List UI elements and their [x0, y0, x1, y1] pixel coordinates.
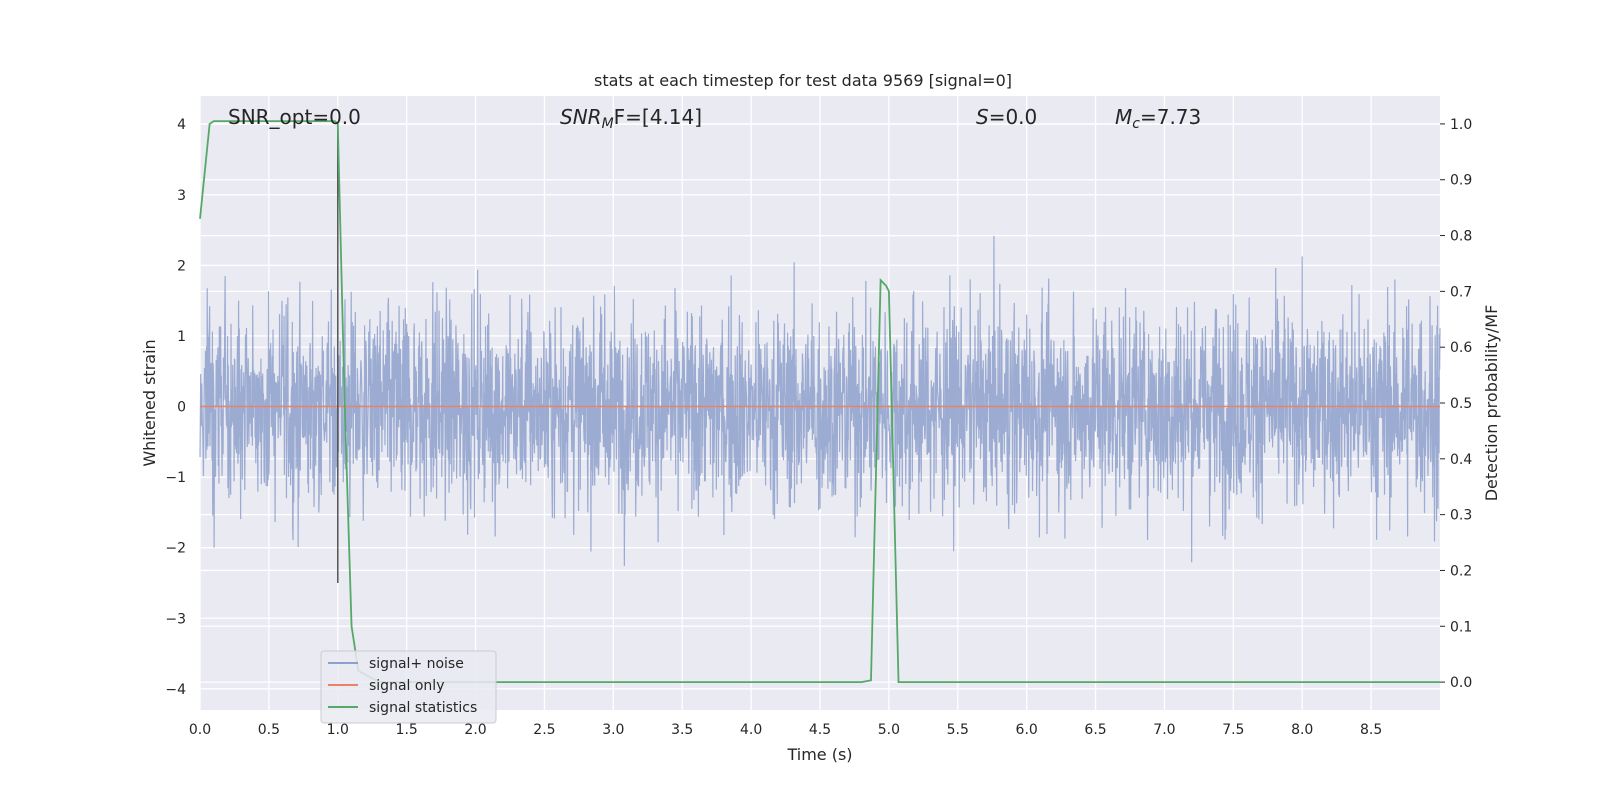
series-line-signal-statistics [199, 120, 1440, 683]
x-tick-label: 7.0 [1153, 722, 1175, 738]
legend: signal+ noise signal only signal statist… [320, 650, 497, 724]
y2-tick-label: 0.5 [1450, 396, 1472, 412]
x-tick-label: 8.5 [1360, 722, 1382, 738]
x-tick-label: 2.0 [464, 722, 486, 738]
series-signal-statistics [199, 120, 1440, 683]
annotation-mc: Mc=7.73 [1115, 105, 1201, 132]
annotation-snr-mf: SNRMF=[4.14] [560, 105, 702, 132]
x-axis-label: Time (s) [786, 745, 852, 764]
x-tick-label: 7.5 [1222, 722, 1244, 738]
annotation-mc-sub: c [1132, 116, 1140, 132]
annotation-mc-rest: =7.73 [1140, 105, 1201, 129]
y2-tick-label: 0.6 [1450, 340, 1472, 356]
y-tick-label: −1 [165, 470, 186, 486]
x-tick-label: 6.5 [1084, 722, 1106, 738]
y-axis-label: Whitened strain [140, 339, 159, 466]
y2-tick-label: 0.7 [1450, 284, 1472, 300]
y-tick-label: 4 [177, 117, 186, 133]
y2-tick-label: 1.0 [1450, 117, 1472, 133]
x-tick-label: 0.5 [258, 722, 280, 738]
annotation-s-rest: =0.0 [989, 105, 1038, 129]
x-tick-label: 1.0 [327, 722, 349, 738]
y-axis-left: 4 3 2 1 0 −1 −2 −3 −4 [165, 117, 186, 698]
y-tick-label: 2 [177, 258, 186, 274]
legend-label-signal-only: signal only [369, 678, 444, 694]
y2-tick-label: 0.2 [1450, 563, 1472, 579]
chart-title: stats at each timestep for test data 956… [594, 71, 1012, 90]
annotation-snr-mf-rest: F=[4.14] [614, 105, 702, 129]
y2-tick-label: 0.9 [1450, 173, 1472, 189]
y-tick-label: −4 [165, 682, 186, 698]
legend-label-signal-noise: signal+ noise [369, 656, 464, 672]
y-tick-label: −3 [165, 611, 186, 627]
y2-tick-label: 0.0 [1450, 675, 1472, 691]
annotation-snr-opt: SNR_opt=0.0 [228, 105, 361, 129]
annotation-snr-mf-sub: M [602, 116, 614, 132]
x-tick-label: 3.5 [671, 722, 693, 738]
y2-tick-label: 0.3 [1450, 508, 1472, 524]
series-signal-noise [199, 235, 1441, 566]
x-axis: 0.0 0.5 1.0 1.5 2.0 2.5 3.0 3.5 4.0 4.5 5.0 5.5 6.0 6… [189, 722, 1382, 738]
x-tick-label: 2.5 [533, 722, 555, 738]
x-tick-label: 4.0 [740, 722, 762, 738]
x-tick-label: 6.0 [1016, 722, 1038, 738]
x-tick-label: 5.0 [878, 722, 900, 738]
y-axis-right: 1.0 0.9 0.8 0.7 0.6 0.5 0.4 0.3 0.2 0.1 0.0 [1440, 117, 1472, 691]
legend-label-signal-statistics: signal statistics [369, 700, 477, 716]
x-tick-label: 1.5 [396, 722, 418, 738]
x-tick-label: 8.0 [1291, 722, 1313, 738]
y2-tick-label: 0.4 [1450, 452, 1472, 468]
x-tick-label: 0.0 [189, 722, 211, 738]
y2-axis-label: Detection probability/MF [1482, 305, 1501, 502]
x-tick-label: 4.5 [809, 722, 831, 738]
annotation-s-main: S [976, 105, 989, 129]
y-tick-label: 1 [177, 329, 186, 345]
annotation-mc-main: M [1115, 105, 1132, 129]
x-tick-label: 5.5 [947, 722, 969, 738]
annotation-s: S=0.0 [976, 105, 1037, 129]
y2-tick-label: 0.1 [1450, 619, 1472, 635]
series-line-signal-noise [199, 235, 1441, 566]
annotation-snr-mf-main: SNR [560, 105, 602, 129]
y-tick-label: 0 [177, 400, 186, 416]
legend-box [320, 650, 497, 724]
y2-tick-label: 0.8 [1450, 229, 1472, 245]
y-tick-label: −2 [165, 541, 186, 557]
y-tick-label: 3 [177, 188, 186, 204]
x-tick-label: 3.0 [602, 722, 624, 738]
